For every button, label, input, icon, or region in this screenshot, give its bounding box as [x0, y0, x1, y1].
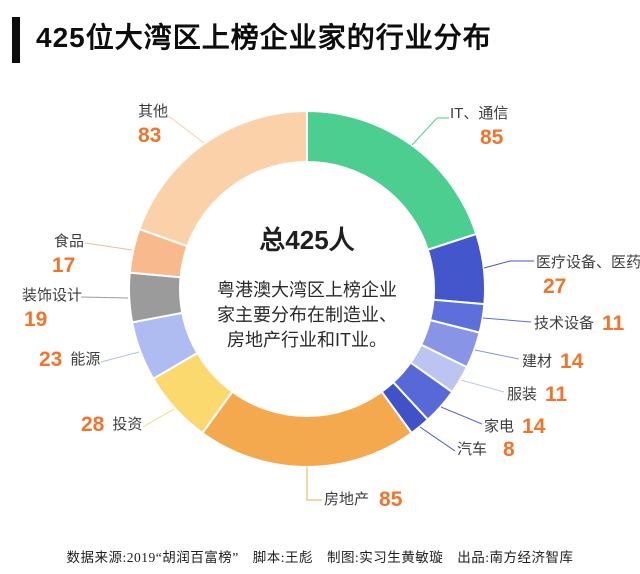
- segment-value: 85: [480, 126, 504, 149]
- segment-label: 汽车: [457, 441, 488, 458]
- leader-line: [440, 406, 483, 425]
- segment-value: 85: [379, 488, 403, 511]
- leader-line: [483, 260, 534, 269]
- segment-label: 装饰设计: [22, 287, 83, 304]
- segment-value: 17: [52, 254, 76, 277]
- segment-label: 服装: [507, 386, 538, 403]
- segment-label: 食品: [54, 233, 85, 250]
- segment-label-group: 23 能源: [39, 348, 100, 371]
- center-description: 粤港澳大湾区上榜企业 家主要分布在制造业、 房地产行业和IT业。: [192, 278, 422, 353]
- donut-segment: [128, 271, 184, 324]
- segment-label-group: 28 投资: [81, 413, 142, 436]
- segment-label-group: 技术设备 11: [534, 312, 624, 335]
- leader-line: [460, 379, 505, 393]
- segment-label: 建材: [522, 353, 553, 370]
- segment-label-group: 家电 14: [484, 415, 545, 438]
- leader-line: [100, 351, 140, 363]
- segment-label: 能源: [70, 351, 101, 368]
- leader-line: [411, 117, 449, 146]
- center-description-line: 家主要分布在制造业、: [217, 305, 397, 325]
- leader-line: [84, 242, 133, 251]
- segment-value: 83: [138, 124, 162, 147]
- segment-value: 19: [24, 308, 48, 331]
- segment-label-group: 汽车 8: [457, 438, 515, 461]
- title-accent-bar: [12, 17, 20, 63]
- segment-label-group: 服装 11: [507, 383, 567, 406]
- segment-label: 医疗设备、医药: [536, 254, 640, 271]
- chart-center-text: 总425人 粤港澳大湾区上榜企业 家主要分布在制造业、 房地产行业和IT业。: [192, 220, 422, 353]
- leader-line: [482, 317, 532, 323]
- page-title: 425位大湾区上榜企业家的行业分布: [36, 22, 492, 53]
- segment-value: 14: [522, 415, 546, 438]
- center-description-line: 粤港澳大湾区上榜企业: [217, 280, 397, 300]
- segment-value: 14: [560, 350, 584, 373]
- segment-label-group: 建材 14: [522, 350, 583, 373]
- center-total: 总425人: [259, 225, 355, 255]
- segment-label-group: 食品 17: [52, 232, 85, 277]
- segment-value: 11: [602, 312, 625, 335]
- leader-line: [80, 296, 129, 299]
- segment-label: 投资: [112, 416, 143, 433]
- segment-value: 28: [81, 413, 105, 436]
- segment-label: IT、通信: [450, 105, 509, 122]
- segment-label: 房地产: [324, 491, 370, 508]
- center-description-line: 房地产行业和IT业。: [227, 330, 387, 350]
- segment-value: 27: [543, 275, 567, 298]
- header: 425位大湾区上榜企业家的行业分布: [0, 0, 640, 70]
- segment-value: 11: [545, 383, 568, 406]
- donut-segment: [138, 109, 308, 248]
- segment-label: 技术设备: [534, 315, 595, 332]
- segment-value: 23: [39, 348, 63, 371]
- leader-line: [163, 116, 205, 144]
- segment-label-group: 房地产 85: [324, 488, 402, 511]
- leader-line: [306, 467, 322, 501]
- segment-label-group: 医疗设备、医药 27: [536, 253, 640, 298]
- footer-credits: 数据来源:2019“胡润百富榜” 脚本:王彪 制图:实习生黄敏璇 出品:南方经济…: [66, 550, 574, 565]
- segment-label: 其他: [138, 103, 169, 120]
- segment-label-group: 装饰设计 19: [22, 286, 82, 331]
- leader-line: [474, 349, 520, 360]
- leader-line: [419, 426, 456, 452]
- segment-label: 家电: [484, 418, 515, 435]
- donut-segment: [200, 390, 414, 468]
- segment-label-group: 其他 83: [138, 102, 168, 147]
- segment-value: 8: [503, 438, 515, 461]
- segment-label-group: IT、通信 85: [450, 104, 508, 149]
- leader-line: [142, 408, 175, 428]
